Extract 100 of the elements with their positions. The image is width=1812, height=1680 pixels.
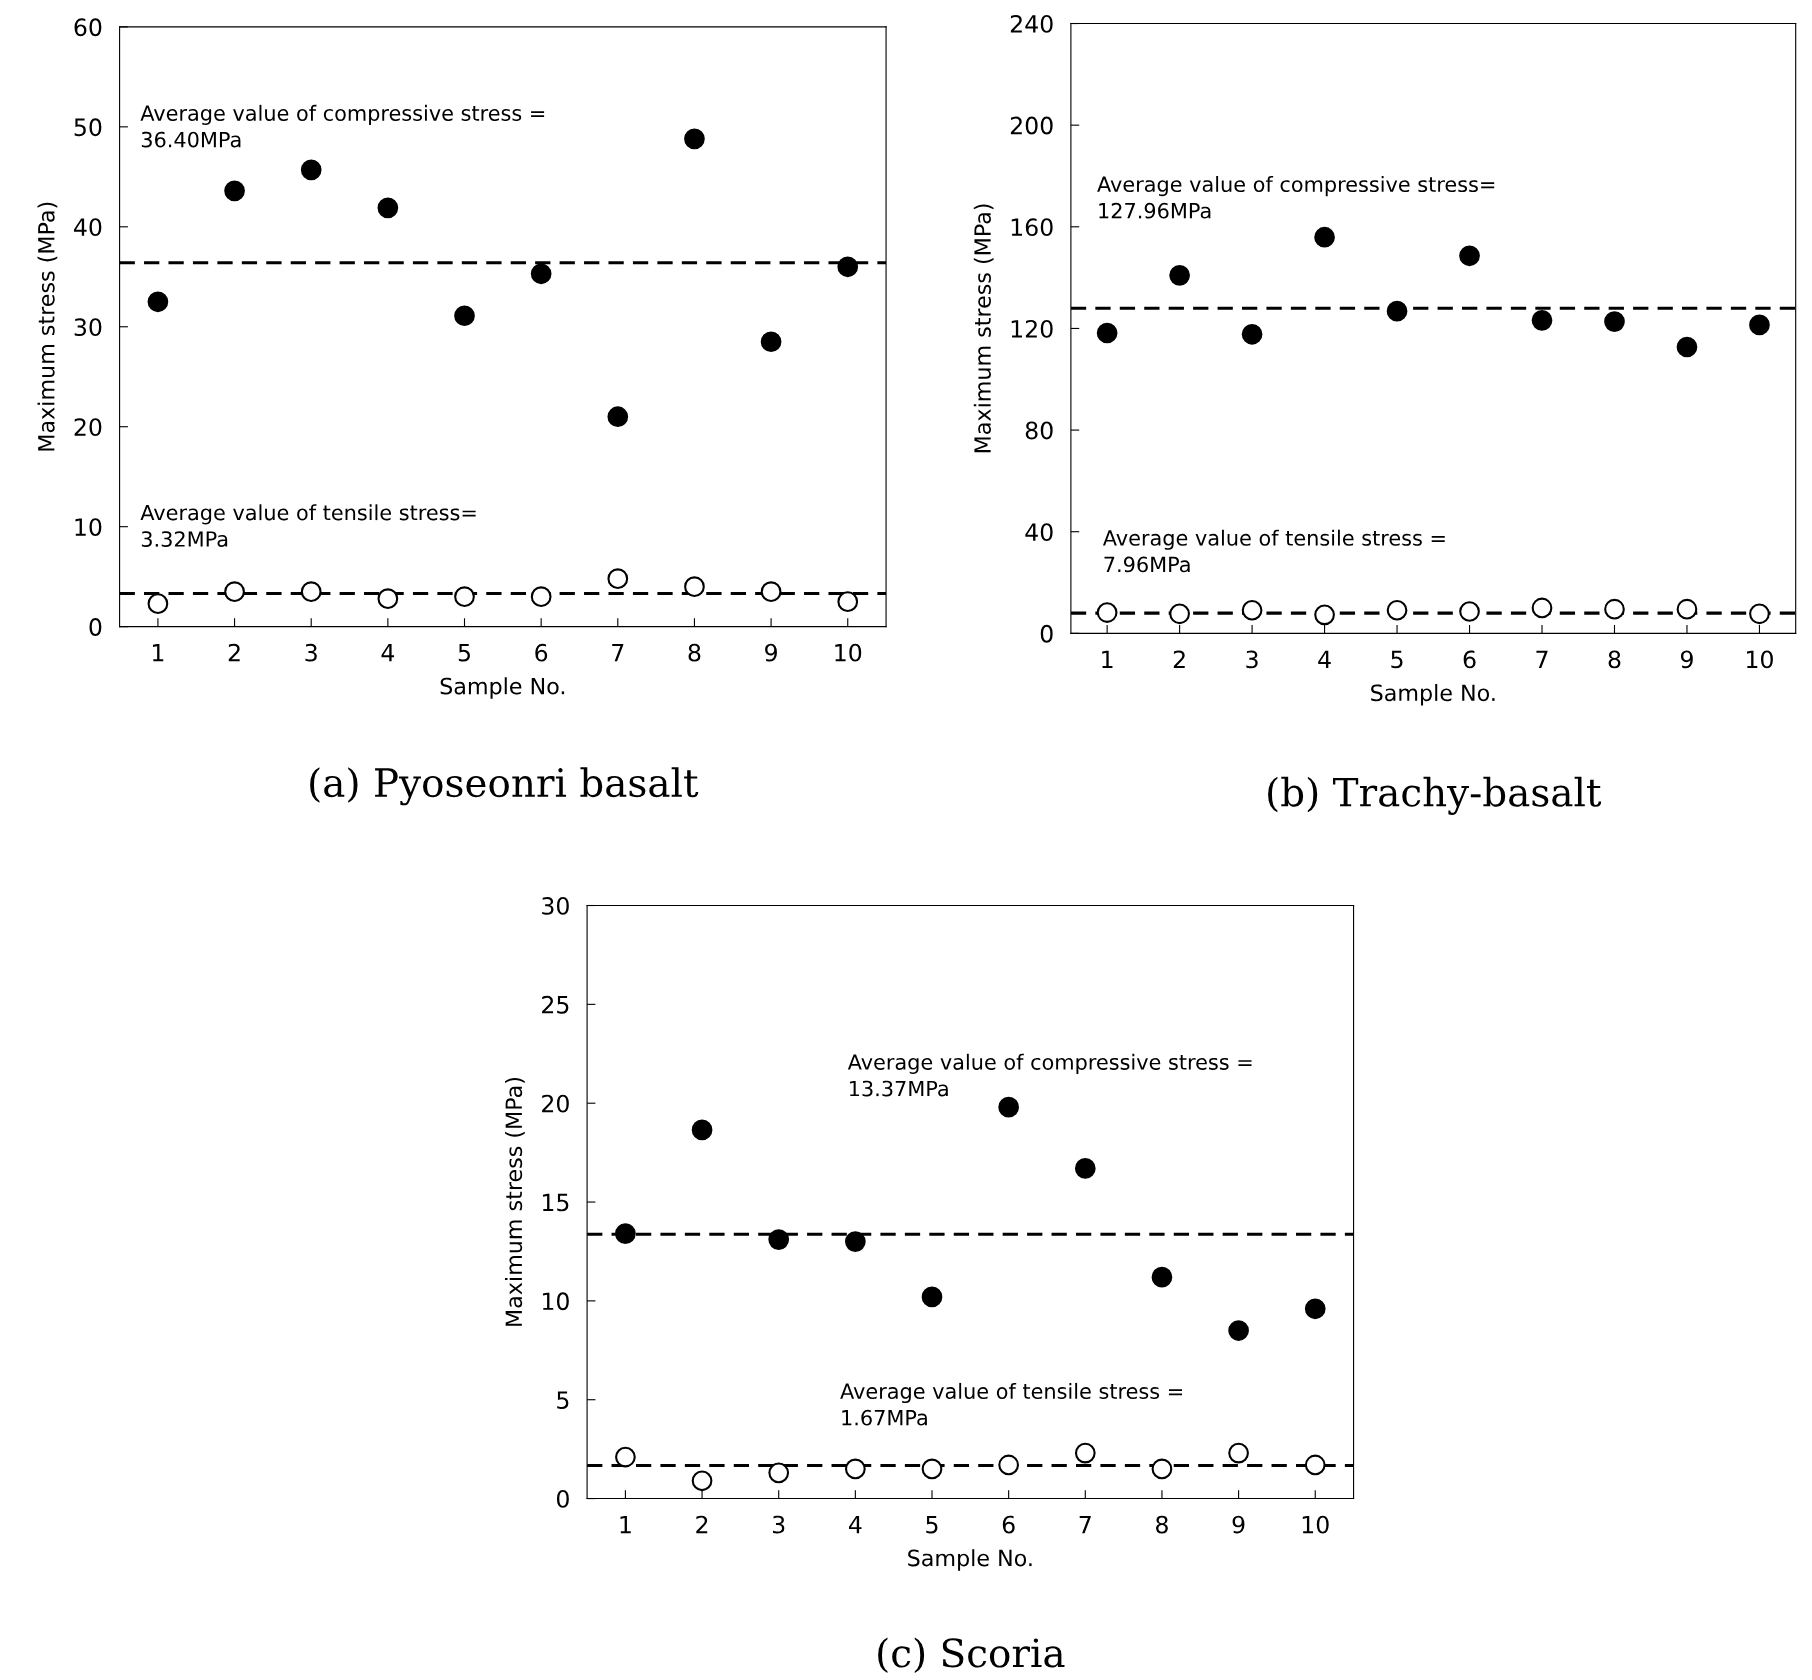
y-tick-label: 10 — [75, 518, 102, 536]
x-tick-label: 8 — [1608, 650, 1621, 669]
point — [1241, 599, 1263, 621]
y-tick-label: 240 — [1010, 14, 1053, 33]
point — [1386, 599, 1408, 621]
y-tick-label: 5 — [557, 1391, 569, 1410]
point — [691, 1470, 713, 1492]
point — [1604, 598, 1625, 620]
x-tick-label: 6 — [1002, 1515, 1015, 1534]
x-tick-label: 1 — [153, 644, 164, 662]
x-tick-label: 1 — [1102, 650, 1113, 668]
annotation: Average value of tensile stress= 3.32MPa — [140, 504, 476, 547]
annotation: Average value of compressive stress = 36.40MPa — [140, 104, 545, 148]
point — [1151, 1266, 1173, 1288]
point — [1749, 314, 1770, 336]
x-tick-label: 2 — [228, 643, 240, 662]
y-tick-label: 60 — [74, 18, 102, 37]
point — [1459, 601, 1480, 622]
x-axis-title: Sample No. — [1371, 683, 1495, 706]
y-tick-label: 200 — [1010, 116, 1053, 135]
x-tick-label: 6 — [535, 643, 548, 662]
y-axis-title: Maximum stress (MPa) — [37, 202, 58, 451]
x-tick-label: 5 — [1391, 650, 1403, 669]
x-tick-label: 3 — [305, 643, 317, 662]
x-tick-label: 4 — [381, 644, 395, 662]
point — [1241, 323, 1263, 345]
point — [1169, 603, 1190, 625]
point — [691, 1119, 713, 1141]
y-tick-label: 20 — [74, 418, 102, 437]
point — [615, 1223, 636, 1245]
point — [1386, 300, 1408, 322]
x-tick-label: 9 — [765, 643, 777, 662]
y-tick-label: 50 — [74, 118, 102, 137]
point — [1228, 1320, 1249, 1341]
point — [1314, 226, 1335, 248]
point — [845, 1458, 866, 1480]
x-tick-label: 10 — [1302, 1515, 1329, 1534]
y-axis-title: Maximum stress (MPa) — [504, 1077, 525, 1326]
x-tick-label: 3 — [1246, 650, 1258, 669]
point — [530, 263, 552, 285]
point — [1459, 245, 1480, 267]
point — [998, 1454, 1020, 1476]
y-tick-label: 20 — [542, 1094, 569, 1113]
x-tick-label: 4 — [849, 1515, 862, 1534]
x-axis-title: Sample No. — [908, 1549, 1032, 1571]
point — [377, 197, 399, 219]
x-tick-label: 2 — [696, 1515, 708, 1534]
point — [607, 568, 629, 590]
point — [760, 581, 782, 603]
point — [1074, 1442, 1096, 1464]
x-axis-title: Sample No. — [440, 677, 565, 699]
text: (b) Trachy-basalt — [1268, 776, 1602, 815]
point — [837, 256, 859, 278]
point — [530, 586, 552, 608]
y-tick-label: 160 — [1011, 218, 1053, 237]
point — [1096, 322, 1118, 344]
y-tick-label: 40 — [1025, 523, 1053, 542]
point — [845, 1231, 866, 1252]
point — [147, 593, 169, 615]
y-tick-label: 80 — [1025, 421, 1053, 440]
point — [684, 576, 705, 598]
point — [998, 1096, 1020, 1118]
y-tick-label: 30 — [74, 318, 102, 337]
point — [615, 1446, 636, 1468]
point — [300, 159, 322, 181]
annotation: Average value of tensile stress = 1.67MPa — [840, 1382, 1182, 1426]
x-tick-label: 7 — [612, 644, 624, 662]
annotation: Average value of compressive stress = 13.37MPa — [847, 1053, 1252, 1097]
point — [1169, 264, 1190, 286]
point — [454, 305, 475, 327]
point — [921, 1286, 943, 1308]
x-tick-label: 1 — [620, 1515, 631, 1534]
point — [1151, 1458, 1173, 1480]
point — [1531, 309, 1553, 331]
annotation: Average value of compressive stress= 127.96MPa — [1097, 175, 1495, 219]
annotation: Average value of tensile stress = 7.96MPa — [1102, 529, 1445, 573]
x-tick-label: 7 — [1079, 1515, 1091, 1534]
point — [1074, 1158, 1096, 1179]
x-tick-label: 9 — [1680, 650, 1693, 669]
x-tick-label: 7 — [1536, 650, 1548, 668]
y-axis-title: Maximum stress (MPa) — [973, 204, 994, 453]
y-tick-label: 40 — [74, 218, 102, 237]
x-tick-label: 10 — [1747, 650, 1773, 669]
y-tick-label: 15 — [542, 1193, 569, 1212]
y-tick-label: 25 — [542, 995, 569, 1014]
point — [1096, 602, 1118, 623]
point — [224, 581, 245, 603]
y-tick-label: 30 — [542, 896, 569, 915]
y-tick-label: 0 — [89, 618, 102, 636]
point — [147, 291, 169, 313]
point — [684, 128, 705, 150]
y-tick-label: 0 — [1040, 624, 1053, 643]
y-tick-label: 0 — [556, 1490, 569, 1508]
point — [768, 1462, 790, 1484]
point — [1304, 1454, 1326, 1476]
x-tick-label: 8 — [688, 643, 701, 662]
text: (a) Pyoseonri basalt — [310, 767, 699, 806]
point — [760, 331, 782, 353]
x-tick-label: 4 — [1318, 650, 1331, 668]
point — [768, 1229, 790, 1250]
